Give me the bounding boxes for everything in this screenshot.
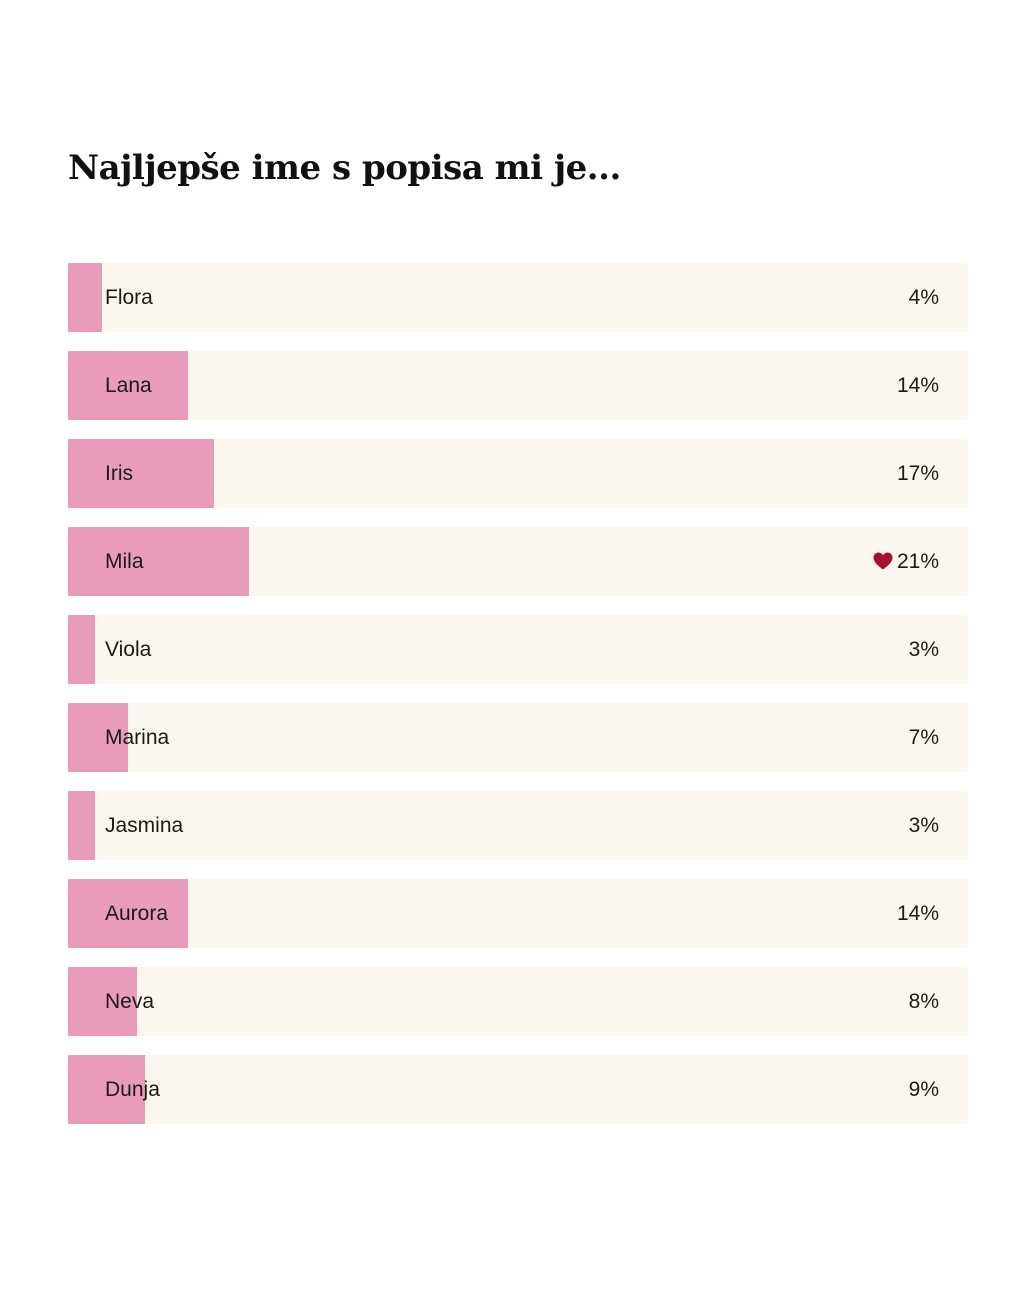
poll-option-dunja[interactable]: Dunja 9% xyxy=(68,1055,968,1124)
poll-option-result: 3% xyxy=(909,791,939,860)
poll-option-percent: 3% xyxy=(908,814,939,837)
poll-option-percent: 17% xyxy=(896,462,939,485)
poll-option-result-bar xyxy=(68,791,95,860)
poll-option-result: 3% xyxy=(909,615,939,684)
poll-option-percent: 9% xyxy=(908,1078,939,1101)
poll-option-iris[interactable]: Iris 17% xyxy=(68,439,968,508)
poll-option-result-bar xyxy=(68,967,137,1036)
poll-option-percent: 3% xyxy=(908,638,939,661)
poll-option-result-bar xyxy=(68,879,188,948)
poll-option-label: Flora xyxy=(105,286,153,309)
poll-option-result-bar xyxy=(68,351,188,420)
poll-option-viola[interactable]: Viola 3% xyxy=(68,615,968,684)
poll-option-result-bar xyxy=(68,703,128,772)
poll-option-label: Jasmina xyxy=(105,814,184,837)
poll-option-result-bar xyxy=(68,1055,145,1124)
poll-option-neva[interactable]: Neva 8% xyxy=(68,967,968,1036)
poll-option-result-bar xyxy=(68,263,102,332)
poll-option-label: Mila xyxy=(105,550,144,573)
poll-option-percent: 14% xyxy=(896,374,939,397)
poll-option-result-bar xyxy=(68,615,95,684)
poll-option-percent: 8% xyxy=(908,990,939,1013)
poll-question: Najljepše ime s popisa mi je... xyxy=(68,148,621,188)
poll-option-result: 7% xyxy=(909,703,939,772)
poll-option-label: Marina xyxy=(105,726,170,749)
poll-option-flora[interactable]: Flora 4% xyxy=(68,263,968,332)
poll-option-result: 8% xyxy=(909,967,939,1036)
poll-option-mila[interactable]: Mila 21% xyxy=(68,527,968,596)
poll-option-result-bar xyxy=(68,439,214,508)
poll-option-label: Neva xyxy=(105,990,155,1013)
poll-option-percent: 7% xyxy=(908,726,939,749)
poll-option-result: 21% xyxy=(873,527,939,596)
heart-icon xyxy=(873,552,893,570)
poll-option-label: Viola xyxy=(105,638,152,661)
poll-option-result: 9% xyxy=(909,1055,939,1124)
poll-option-label: Iris xyxy=(105,462,133,485)
poll-option-percent: 14% xyxy=(896,902,939,925)
poll-option-lana[interactable]: Lana 14% xyxy=(68,351,968,420)
poll-option-aurora[interactable]: Aurora 14% xyxy=(68,879,968,948)
poll-option-result: 4% xyxy=(909,263,939,332)
poll-option-jasmina[interactable]: Jasmina 3% xyxy=(68,791,968,860)
poll-option-result: 14% xyxy=(897,879,939,948)
poll-option-label: Dunja xyxy=(105,1078,160,1101)
poll-option-result: 17% xyxy=(897,439,939,508)
poll-option-marina[interactable]: Marina 7% xyxy=(68,703,968,772)
poll-options-list: Flora 4% Lana 14% Iris 17% Mila 21% Viola 3% Marin… xyxy=(68,263,968,1143)
poll-option-percent: 4% xyxy=(908,286,939,309)
poll-option-result-bar xyxy=(68,527,249,596)
poll-option-result: 14% xyxy=(897,351,939,420)
poll-option-label: Lana xyxy=(105,374,152,397)
poll-option-label: Aurora xyxy=(105,902,169,925)
poll-option-percent: 21% xyxy=(896,550,939,573)
